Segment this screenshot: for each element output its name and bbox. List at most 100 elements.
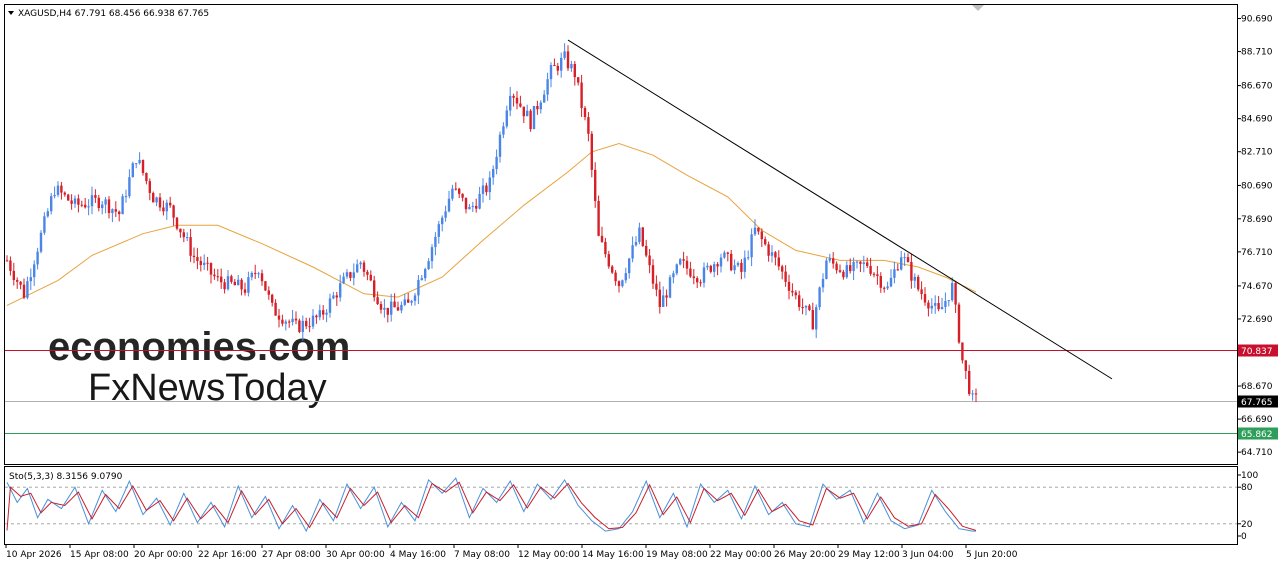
candle-body (199, 260, 202, 265)
candle-body (335, 295, 338, 298)
candle-body (532, 106, 536, 130)
candle-body (645, 245, 648, 256)
candle-body (413, 295, 417, 301)
candle-body (492, 169, 495, 178)
candle-body (186, 237, 189, 239)
candle-body (447, 198, 451, 212)
candle-body (407, 299, 410, 303)
symbol-dropdown-icon[interactable] (8, 11, 14, 15)
candle-body (951, 283, 954, 301)
candle-body (920, 289, 923, 295)
candle-body (179, 228, 182, 233)
candle-body (63, 192, 66, 195)
candle-body (230, 276, 233, 282)
candle-body (821, 278, 825, 288)
time-tick-label: 14 May 16:00 (582, 550, 644, 560)
candle-body (587, 117, 590, 134)
candle-body (362, 262, 366, 272)
candle-body (896, 269, 899, 271)
candle-body (294, 318, 298, 321)
candle-body (577, 77, 580, 83)
candle-body (135, 163, 138, 165)
candle-body (689, 268, 692, 277)
candle-body (67, 194, 70, 201)
candle-body (883, 287, 886, 289)
watermark-economies: economies.com (48, 325, 350, 369)
candle-body (886, 286, 889, 289)
candle-body (515, 97, 519, 104)
level-value: 70.837 (1241, 347, 1273, 357)
candle-body (849, 265, 852, 272)
candle-body (852, 261, 855, 272)
candle-body (308, 326, 311, 328)
candle-body (716, 264, 719, 267)
candle-body (182, 232, 185, 238)
candle-body (189, 237, 192, 256)
candle-body (434, 236, 437, 248)
stochastic-axis: 100 80 20 0 (1237, 471, 1258, 542)
candle-body (56, 185, 60, 195)
candle-body (305, 320, 308, 327)
candle-body (889, 277, 893, 287)
candle-body (974, 393, 978, 395)
price-axis: 90.690 88.710 86.670 84.690 82.710 80.690 78.6… (1237, 15, 1273, 458)
candle-body (607, 254, 610, 267)
candle-body (118, 211, 121, 215)
candle-body (257, 273, 260, 275)
price-tick-label: 90.690 (1241, 15, 1273, 25)
candle-body (869, 265, 872, 274)
candle-body (12, 270, 15, 281)
stochastic-d-line (6, 481, 977, 531)
candle-body (141, 159, 145, 174)
candle-body (855, 261, 859, 263)
candle-body (543, 94, 546, 103)
candle-body (750, 234, 753, 258)
candle-body (549, 65, 553, 80)
candle-body (332, 295, 335, 299)
candle-body (930, 305, 933, 309)
candle-body (107, 199, 111, 214)
candle-body (131, 163, 134, 178)
candle-body (675, 264, 678, 274)
candle-body (441, 217, 444, 225)
candle-body (328, 298, 332, 313)
price-tick-label: 66.690 (1241, 415, 1273, 425)
candle-body (318, 310, 321, 318)
candle-body (923, 294, 927, 303)
candle-body (760, 231, 763, 240)
candle-body (451, 188, 454, 199)
time-tick-label: 4 May 16:00 (390, 550, 446, 560)
candle-body (352, 272, 355, 278)
time-tick-label: 22 May 00:00 (710, 550, 772, 560)
price-tick-label: 64.710 (1241, 448, 1273, 458)
candle-body (400, 304, 403, 311)
candle-body (553, 65, 556, 67)
candle-body (444, 211, 447, 218)
candle-body (128, 177, 131, 197)
candle-body (835, 263, 838, 271)
candle-body (764, 239, 767, 245)
candle-body (828, 258, 831, 261)
chart-shift-marker (972, 5, 984, 11)
candle-body (801, 307, 804, 309)
candle-body (410, 300, 413, 303)
stochastic-label: Sto(5,3,3) 8.3156 9.0790 (9, 472, 123, 482)
candle-body (427, 261, 430, 270)
candle-body (124, 196, 128, 198)
candle-body (556, 65, 559, 71)
price-tick-label: 78.690 (1241, 215, 1273, 225)
symbol-header: XAGUSD,H4 67.791 68.456 66.938 67.765 (18, 9, 209, 19)
candle-body (539, 102, 542, 110)
candle-body (101, 204, 104, 209)
time-tick-label: 10 Apr 2026 (6, 550, 62, 560)
candle-body (475, 205, 478, 209)
candle-body (628, 258, 631, 274)
candle-body (968, 370, 971, 395)
level-value: 65.862 (1241, 430, 1273, 440)
candle-body (692, 276, 695, 279)
candle-body (832, 258, 835, 264)
candle-body (172, 205, 175, 218)
trendline-line (567, 39, 1113, 380)
price-tick-label: 80.690 (1241, 181, 1273, 191)
candle-body (730, 253, 733, 271)
